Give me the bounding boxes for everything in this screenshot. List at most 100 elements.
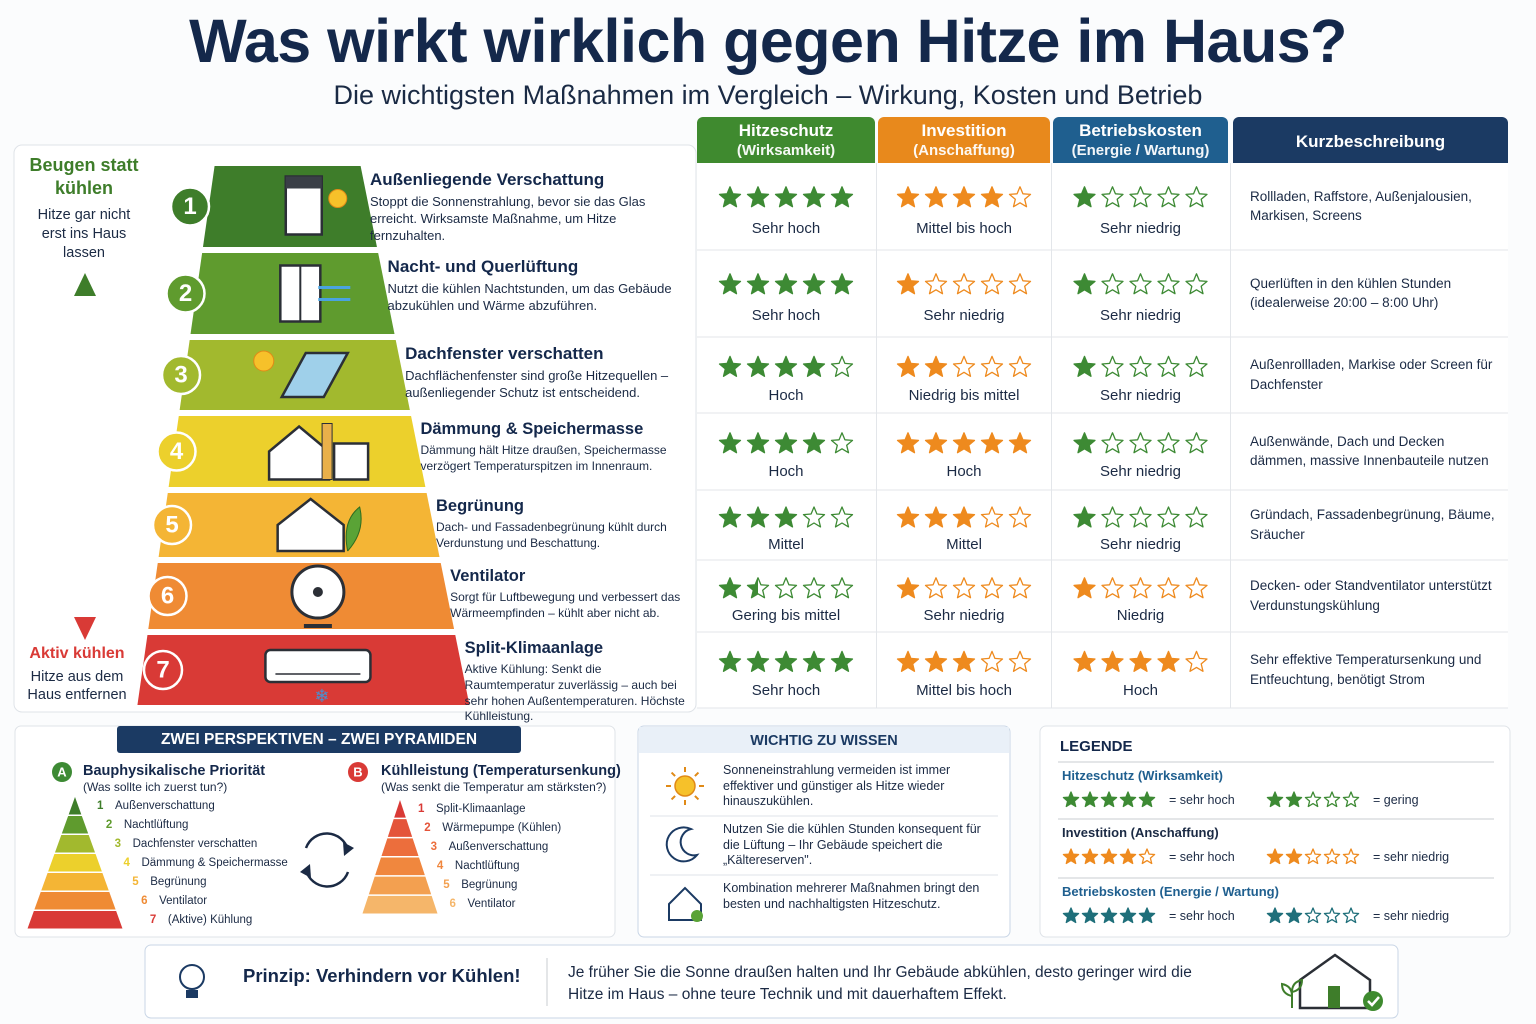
number-label: 1	[183, 193, 196, 220]
measure-title: Split-Klimaanlage	[464, 639, 604, 657]
plant-icon	[1280, 978, 1304, 1008]
measure-title: Nacht- und Querlüftung	[387, 257, 579, 276]
measure-title: Ventilator	[450, 567, 526, 585]
column-header	[697, 117, 875, 163]
info-icon	[665, 826, 700, 863]
info-icon	[670, 771, 676, 777]
star	[1129, 506, 1152, 528]
star	[746, 650, 770, 672]
star	[1185, 650, 1208, 672]
description: Außenrollladen, Markise oder Screen für …	[1250, 357, 1493, 392]
number-label: 3	[174, 361, 187, 388]
measure-text: Sorgt für Luftbewegung und verbessert da…	[450, 590, 681, 620]
description: Außenwände, Dach und Decken dämmen, mass…	[1250, 433, 1489, 469]
star	[980, 186, 1004, 208]
number-label: 7	[156, 656, 169, 683]
star	[1342, 907, 1360, 924]
number-badge	[151, 504, 193, 546]
star	[1129, 355, 1152, 377]
star	[774, 432, 798, 454]
legend-box	[1039, 725, 1511, 938]
star	[1157, 650, 1180, 672]
star	[924, 506, 948, 528]
star	[1073, 650, 1096, 672]
star	[896, 186, 920, 208]
legend-group-title: Betriebskosten (Energie / Wartung)	[1062, 884, 1279, 899]
star	[774, 355, 798, 377]
perspectives-header	[117, 726, 521, 753]
star	[830, 650, 854, 672]
star	[980, 506, 1004, 528]
mini-number: 7	[149, 913, 157, 926]
rating-label: Sehr niedrig	[1100, 386, 1181, 404]
star	[1285, 907, 1303, 924]
star	[896, 506, 920, 528]
star	[1008, 273, 1032, 295]
icon	[279, 351, 350, 399]
house-door	[1328, 986, 1340, 1008]
star	[830, 506, 854, 528]
star	[802, 186, 826, 208]
star	[924, 355, 948, 377]
mini-number: 6	[449, 898, 456, 911]
legend-group-title: Investition (Anschaffung)	[1062, 825, 1219, 840]
side-top-text: Hitze gar nicht erst ins Haus lassen	[37, 207, 131, 261]
mini-tier	[41, 873, 109, 891]
star	[1304, 848, 1322, 865]
footer-text: Je früher Sie die Sonne draußen halten u…	[568, 964, 1192, 1003]
star	[746, 506, 770, 528]
group-badge-label: B	[353, 764, 362, 779]
star	[896, 650, 920, 672]
legend-label: = sehr niedrig	[1373, 850, 1450, 864]
mini-label: Begrünung	[150, 875, 207, 888]
star	[746, 355, 770, 377]
perspectives-title: ZWEI PERSPEKTIVEN – ZWEI PYRAMIDEN	[160, 731, 478, 748]
star	[1008, 355, 1032, 377]
cycle-arrow-head	[300, 864, 311, 878]
mini-number: 4	[436, 860, 444, 873]
mini-tier	[368, 876, 432, 895]
measure-title: Dachfenster verschatten	[405, 344, 604, 363]
rating-label: Sehr hoch	[751, 306, 821, 324]
star	[980, 577, 1004, 599]
mini-tier	[381, 838, 419, 856]
rating-label: Niedrig bis mittel	[908, 386, 1020, 404]
rating-label: Hoch	[1122, 681, 1159, 699]
star	[1185, 432, 1208, 454]
mini-tier	[362, 895, 438, 914]
mini-tier	[34, 892, 116, 910]
measure-text: Dämmung hält Hitze draußen, Speichermass…	[420, 443, 667, 473]
star	[1157, 273, 1180, 295]
star	[952, 577, 976, 599]
description: Rollladen, Raffstore, Außenjalousien, Ma…	[1250, 188, 1472, 224]
star	[1323, 791, 1341, 808]
star	[1073, 273, 1096, 295]
star	[952, 355, 976, 377]
icon	[328, 189, 348, 208]
legend-label: = sehr hoch	[1169, 793, 1235, 807]
side-top-title: Beugen statt kühlen	[29, 155, 139, 198]
star	[952, 432, 976, 454]
star	[1073, 432, 1096, 454]
star	[1100, 791, 1118, 808]
star	[980, 650, 1004, 672]
rating-label: Sehr niedrig	[1100, 306, 1181, 324]
mini-label: Außenverschattung	[448, 840, 549, 853]
star	[718, 577, 742, 599]
mini-label: Begrünung	[461, 879, 518, 892]
info-icon	[694, 771, 700, 777]
mini-tier	[48, 854, 102, 872]
star	[802, 432, 826, 454]
mini-tier	[387, 819, 413, 837]
star	[1157, 432, 1180, 454]
star	[924, 432, 948, 454]
mini-label: Dachfenster verschatten	[132, 837, 258, 850]
star	[830, 186, 854, 208]
number-badge	[160, 354, 202, 396]
star	[830, 577, 854, 599]
number-badge	[169, 186, 211, 227]
column-subtitle: (Energie / Wartung)	[1071, 142, 1210, 159]
group-title: Bauphysikalische Priorität	[83, 763, 266, 779]
star	[1008, 577, 1032, 599]
star	[1073, 355, 1096, 377]
